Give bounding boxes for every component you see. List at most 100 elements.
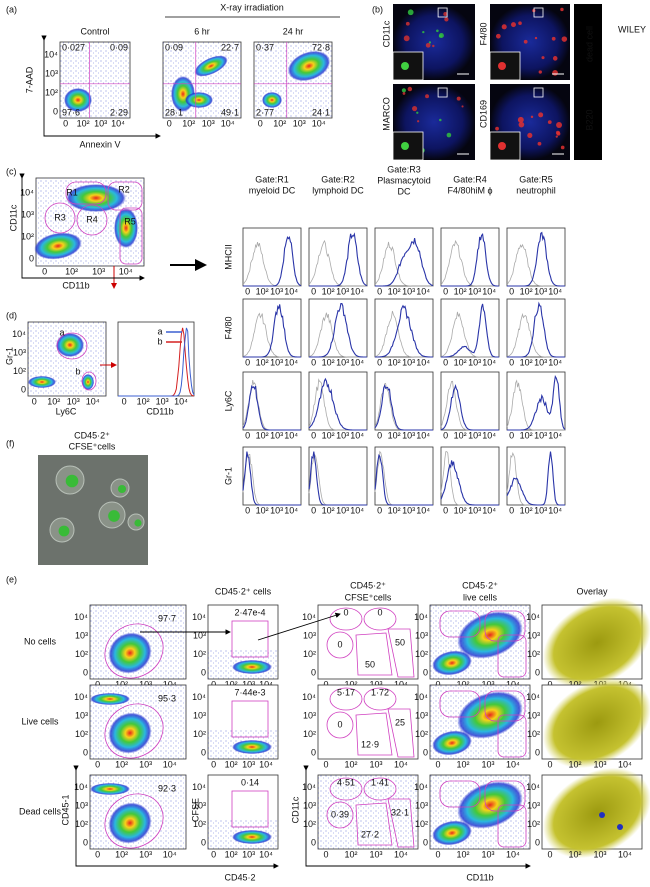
gate [439,610,481,638]
axis-label: CD11b [466,872,493,882]
panel-title: CD45·2⁺ [74,430,110,440]
tick-label: 10³ [402,505,415,515]
gate-value: 2·47e-4 [234,607,265,617]
legend-label: b [157,336,162,346]
tick-label: 10² [256,286,269,296]
tick-label: 10⁴ [394,759,408,769]
axis-label: CD11b [146,406,173,416]
stain-label: CD11c [381,20,391,47]
plot-frame [374,298,434,358]
gate [355,632,393,676]
density [542,767,650,859]
tick-label: 0 [323,759,328,769]
tick-label: 10³ [193,630,206,640]
tick-label: 10² [527,729,540,739]
gate [326,631,354,659]
axis-label: CD45-1 [60,794,70,825]
stain-dot [456,96,461,101]
histogram-curve [440,239,499,287]
stain-dot [425,42,431,48]
tick-label: 10² [454,357,467,367]
tick-label: 0 [245,430,250,440]
watermark: WILEY [618,24,646,34]
tick-label: 10³ [242,679,255,689]
stain-dot [551,36,556,41]
plot-frame [374,371,434,431]
tick-label: 10⁴ [482,505,496,515]
stain-dot [560,7,564,12]
stain-dot [495,126,499,131]
tick-label: 10³ [139,759,152,769]
histogram-curve [308,239,367,287]
histogram-curve [507,231,565,287]
tick-label: 10⁴ [12,329,26,339]
column-header: Overlay [576,586,608,596]
histogram-curve [441,233,499,287]
plot-frame [506,446,566,506]
histogram-curve [243,304,301,358]
gate-value: 0·14 [241,777,259,787]
stain-dot [538,112,544,118]
tick-label: 10⁴ [416,357,430,367]
tick-label: 10² [21,231,34,241]
tick-label: 10⁴ [482,430,496,440]
tick-label: 10² [225,679,238,689]
column-header: CD45·2⁺ [462,580,498,590]
tick-label: 0 [95,679,100,689]
gate [363,687,397,711]
tick-label: 0 [311,667,316,677]
tick-label: 10³ [415,630,428,640]
histogram-curve [374,384,433,431]
density [542,597,650,689]
stain-dot [495,33,501,39]
plot-title: Control [80,26,109,36]
tick-label: 0 [423,837,428,847]
tick-label: 10³ [415,710,428,720]
tick-label: 10³ [202,118,215,128]
tick-label: 10⁴ [111,118,125,128]
tick-label: 0 [509,430,514,440]
density [56,333,84,357]
stain-dot [443,12,448,17]
tick-label: 0 [245,357,250,367]
gate-label: R3 [54,212,66,222]
plot-frame [117,321,195,397]
histogram-curve [440,460,499,506]
tick-label: 10² [137,396,150,406]
tick-label: 10² [322,430,335,440]
tick-label: 10³ [270,430,283,440]
tick-label: 10⁴ [526,612,540,622]
histogram-curve [242,451,301,506]
tick-label: 10⁴ [192,782,206,792]
stain-label: CD169 [478,100,488,128]
tick-label: 0 [377,286,382,296]
stain-dot [407,86,413,92]
tick-label: 0 [547,679,552,689]
plot-frame [506,371,566,431]
tick-label: 10³ [527,710,540,720]
tick-label: 10² [322,286,335,296]
tick-label: 0 [211,679,216,689]
gate-value: 92·3 [158,783,176,793]
overlay-dot [617,824,623,830]
plot-frame [242,446,302,506]
legend-label: dead cell [584,26,594,62]
density [185,92,213,108]
gate-value: 0 [337,639,342,649]
tick-label: 0 [29,253,34,263]
tick-label: 10⁴ [416,505,430,515]
stain-dot [518,121,525,128]
tick-label: 10² [456,849,469,859]
tick-label: 10⁴ [506,849,520,859]
tick-label: 10⁴ [163,849,177,859]
histogram-curve [375,238,434,287]
column-header: neutrophil [516,185,556,195]
tick-label: 10⁴ [312,118,326,128]
gate [355,712,393,756]
gate-value: 32·1 [391,807,409,817]
stain-dot [561,36,568,42]
tick-label: 10² [75,729,88,739]
tick-label: 10⁴ [506,759,520,769]
tick-label: 10² [193,729,206,739]
plot-title: 24 hr [283,26,304,36]
